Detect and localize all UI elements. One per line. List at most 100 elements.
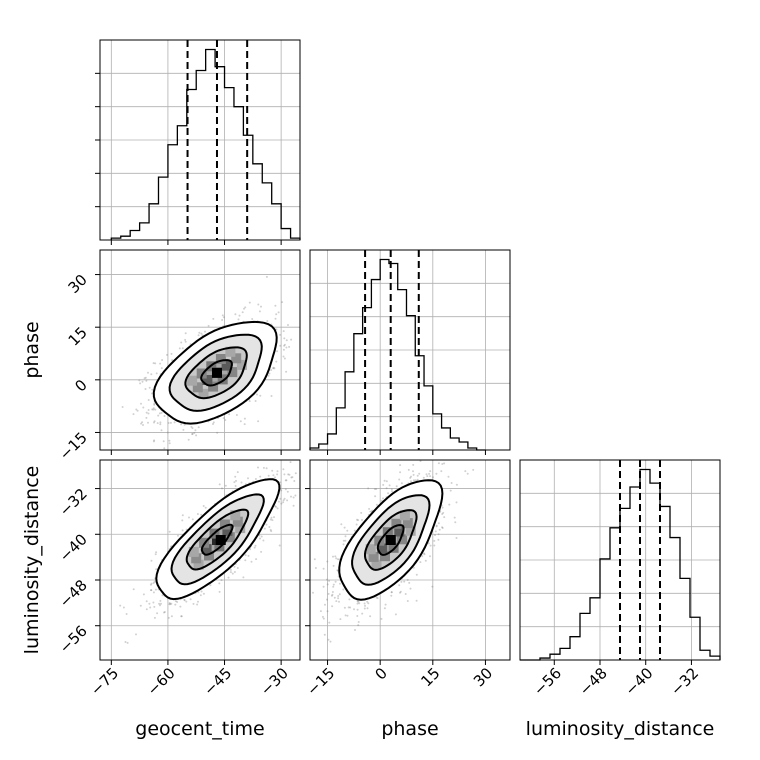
density-cell xyxy=(235,523,246,534)
scatter-point xyxy=(153,421,155,424)
scatter-point xyxy=(466,472,469,475)
scatter-point xyxy=(177,534,179,537)
scatter-point xyxy=(132,588,135,591)
x-tick-label-phase: −15 xyxy=(303,664,338,699)
scatter-point xyxy=(241,311,244,314)
scatter-point xyxy=(412,566,415,569)
density-cell xyxy=(405,525,416,536)
scatter-point xyxy=(145,416,148,419)
scatter-point xyxy=(254,400,257,402)
scatter-point xyxy=(218,590,221,593)
scatter-point xyxy=(441,527,444,529)
scatter-point xyxy=(243,417,246,420)
x-tick-label-phase: 30 xyxy=(470,664,496,690)
scatter-point xyxy=(399,471,402,474)
scatter-point xyxy=(262,466,265,469)
y-axis-title-phase: phase xyxy=(21,321,43,378)
scatter-point xyxy=(237,318,240,321)
scatter-point xyxy=(423,553,426,556)
scatter-point xyxy=(147,412,150,415)
scatter-point xyxy=(279,333,282,336)
scatter-point xyxy=(272,367,275,370)
density-cell xyxy=(391,518,402,529)
scatter-point xyxy=(441,513,444,515)
scatter-point xyxy=(184,340,187,343)
scatter-point xyxy=(287,473,290,476)
scatter-point xyxy=(300,361,302,363)
scatter-point xyxy=(408,581,411,584)
scatter-point xyxy=(150,589,152,592)
scatter-point xyxy=(153,402,156,405)
scatter-point xyxy=(369,615,372,618)
scatter-point xyxy=(360,511,363,514)
scatter-point xyxy=(240,481,243,484)
scatter-point xyxy=(292,496,295,499)
scatter-point xyxy=(268,526,271,528)
scatter-point xyxy=(170,615,173,618)
scatter-point xyxy=(285,370,288,373)
scatter-point xyxy=(282,501,285,504)
histogram-step-phase xyxy=(309,258,486,451)
scatter-point xyxy=(180,423,183,426)
scatter-point xyxy=(221,487,223,490)
scatter-point xyxy=(158,412,161,415)
scatter-point xyxy=(258,534,261,537)
x-tick-label-phase: 15 xyxy=(417,664,443,690)
scatter-point xyxy=(255,558,258,561)
density-cell xyxy=(230,510,241,521)
scatter-point xyxy=(167,616,170,619)
scatter-point xyxy=(154,553,157,556)
scatter-point xyxy=(436,440,438,442)
scatter-point xyxy=(442,511,445,514)
y-tick-label-phase: 30 xyxy=(65,271,91,297)
scatter-point xyxy=(159,604,161,607)
scatter-point xyxy=(199,594,202,597)
scatter-point xyxy=(270,395,273,397)
scatter-point xyxy=(441,526,444,529)
scatter-point xyxy=(190,425,193,428)
scatter-point xyxy=(148,602,151,605)
scatter-point xyxy=(250,560,253,563)
scatter-point xyxy=(193,432,196,434)
density-cell xyxy=(192,382,203,393)
density-cell xyxy=(377,543,388,554)
scatter-point xyxy=(292,504,295,507)
density-cell xyxy=(225,346,236,357)
scatter-point xyxy=(344,535,347,538)
scatter-point xyxy=(139,604,142,607)
scatter-point xyxy=(415,599,418,602)
x-tick-label-geocent-time: −75 xyxy=(87,664,122,699)
scatter-point xyxy=(181,529,184,532)
scatter-point xyxy=(283,473,286,476)
panel-frame-2-0 xyxy=(99,459,301,661)
scatter-point xyxy=(149,583,152,586)
scatter-point xyxy=(197,426,200,429)
contour-1.5sigma xyxy=(168,333,263,412)
scatter-point xyxy=(207,324,210,327)
scatter-point xyxy=(275,360,278,363)
panel-frame-1-0 xyxy=(99,249,301,451)
scatter-point xyxy=(382,483,385,486)
scatter-point xyxy=(233,571,236,573)
scatter-point xyxy=(152,408,155,411)
scatter-point xyxy=(332,564,335,567)
scatter-point xyxy=(312,591,314,594)
scatter-point xyxy=(181,347,184,350)
scatter-point xyxy=(244,559,247,562)
scatter-point xyxy=(253,546,256,549)
scatter-point xyxy=(307,337,309,339)
scatter-point xyxy=(353,608,355,611)
scatter-point xyxy=(191,433,194,436)
density-cell xyxy=(193,559,204,570)
scatter-point xyxy=(314,567,317,569)
scatter-point xyxy=(198,331,201,334)
scatter-point xyxy=(399,464,402,467)
scatter-point xyxy=(158,602,161,605)
scatter-point xyxy=(150,589,153,592)
scatter-point xyxy=(443,462,446,465)
scatter-point xyxy=(415,573,418,576)
scatter-point xyxy=(163,611,165,614)
scatter-point xyxy=(147,409,150,411)
scatter-point xyxy=(464,470,467,473)
scatter-point xyxy=(282,348,285,351)
